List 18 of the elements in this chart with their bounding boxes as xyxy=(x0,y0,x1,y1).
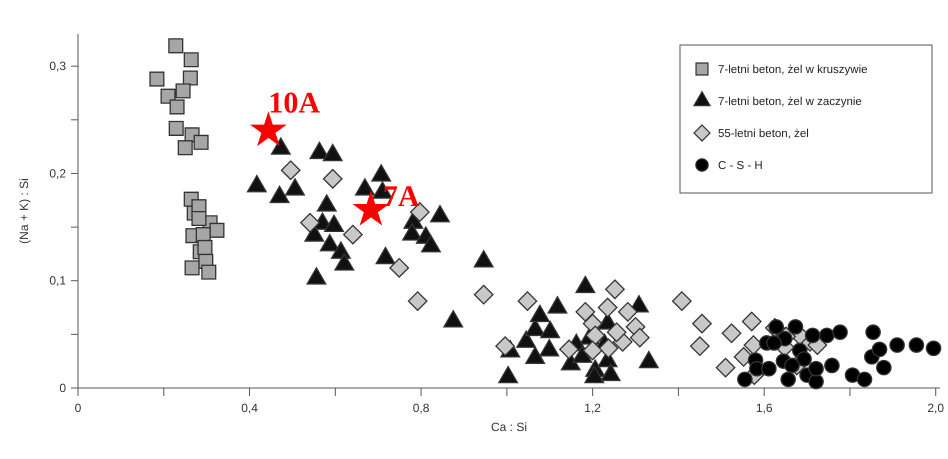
x-tick-label: 0 xyxy=(74,401,82,415)
x-tick-label: 2,0 xyxy=(927,401,944,415)
x-axis-title: Ca : Si xyxy=(490,420,528,434)
annotation: 7A xyxy=(382,180,420,213)
x-tick-label: 0,4 xyxy=(241,401,258,415)
y-axis-title: (Na + K) : Si xyxy=(17,178,31,244)
legend-label: 55-letni beton, żel xyxy=(718,128,809,140)
legend-label: 7-letni beton, żel w kruszywie xyxy=(718,64,868,76)
x-tick-label: 0,8 xyxy=(412,401,430,415)
y-tick-label: 0,2 xyxy=(49,166,66,180)
y-tick-label: 0,3 xyxy=(49,59,66,74)
x-tick-label: 1,6 xyxy=(756,401,773,415)
annotation: 10A xyxy=(268,86,320,120)
legend-label: 7-letni beton, żel w zaczynie xyxy=(718,96,862,108)
x-tick-label: 1,2 xyxy=(584,401,602,415)
legend-label: C - S - H xyxy=(718,160,763,172)
y-tick-label: 0,1 xyxy=(49,274,66,288)
y-tick-label: 0 xyxy=(59,381,66,395)
